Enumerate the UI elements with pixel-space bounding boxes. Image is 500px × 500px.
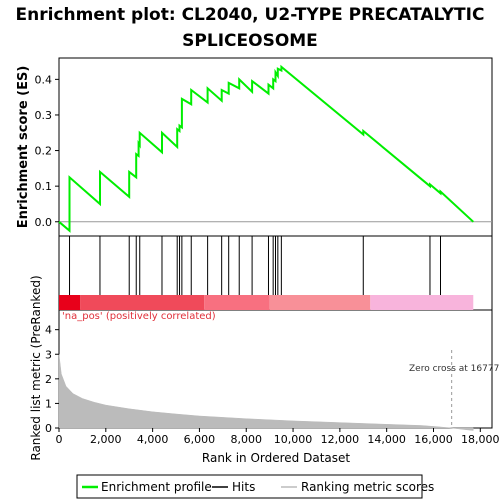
x-tick-label: 10,000: [274, 433, 313, 446]
color-bar-segment: [204, 295, 270, 310]
x-tick-label: 2,000: [90, 433, 122, 446]
es-y-tick-label: 0.3: [35, 109, 53, 122]
es-profile-line: [58, 64, 474, 233]
legend-metric-label: Ranking metric scores: [301, 480, 434, 494]
color-bar-segment: [269, 295, 371, 310]
metric-y-tick-label: 3: [45, 348, 52, 361]
metric-y-tick-label: 4: [45, 324, 52, 337]
axes-layer: 0 2,000 4,000 6,000 8,000 10,000 12,000 14,000 1…: [35, 73, 500, 446]
es-y-axis-label: Enrichment score (ES): [16, 66, 31, 229]
x-tick-label: 18,000: [461, 433, 500, 446]
zero-cross-label: Zero cross at 16777: [409, 364, 499, 374]
metric-y-axis-label: Ranked list metric (PreRanked): [29, 275, 43, 460]
legend-frame: [76, 474, 423, 499]
hits-layer: [69, 236, 442, 295]
metric-layer: [58, 350, 474, 431]
es-y-tick-label: 0.4: [35, 73, 53, 86]
es-layer: [58, 64, 492, 233]
legend-es-label: Enrichment profile: [101, 480, 212, 494]
es-y-tick-label: 0.0: [35, 216, 53, 229]
es-y-tick-label: 0.2: [35, 145, 53, 158]
color-bar: [59, 295, 474, 310]
x-tick-label: 12,000: [321, 433, 360, 446]
x-axis-label: Rank in Ordered Dataset: [202, 451, 350, 465]
x-tick-label: 6,000: [184, 433, 216, 446]
chart-title-line2: SPLICEOSOME: [182, 31, 318, 51]
legend: Enrichment profile Hits Ranking metric s…: [76, 474, 434, 499]
metric-y-tick-label: 0: [45, 422, 52, 435]
color-bar-segment: [370, 295, 474, 310]
x-tick-label: 0: [56, 433, 63, 446]
color-bar-segment: [80, 295, 205, 310]
es-y-tick-label: 0.1: [35, 180, 53, 193]
x-tick-label: 4,000: [137, 433, 169, 446]
metric-y-tick-label: 2: [45, 373, 52, 386]
color-bar-segment: [59, 295, 81, 310]
x-tick-label: 14,000: [367, 433, 406, 446]
ranking-metric-area: [58, 354, 474, 431]
chart-title-line1: Enrichment plot: CL2040, U2-TYPE PRECATA…: [16, 5, 485, 25]
positive-correlation-label: 'na_pos' (positively correlated): [62, 311, 216, 322]
x-tick-label: 16,000: [414, 433, 453, 446]
metric-y-tick-label: 1: [45, 397, 52, 410]
x-tick-label: 8,000: [230, 433, 262, 446]
legend-hits-label: Hits: [232, 480, 255, 494]
es-panel-frame: [58, 57, 493, 237]
